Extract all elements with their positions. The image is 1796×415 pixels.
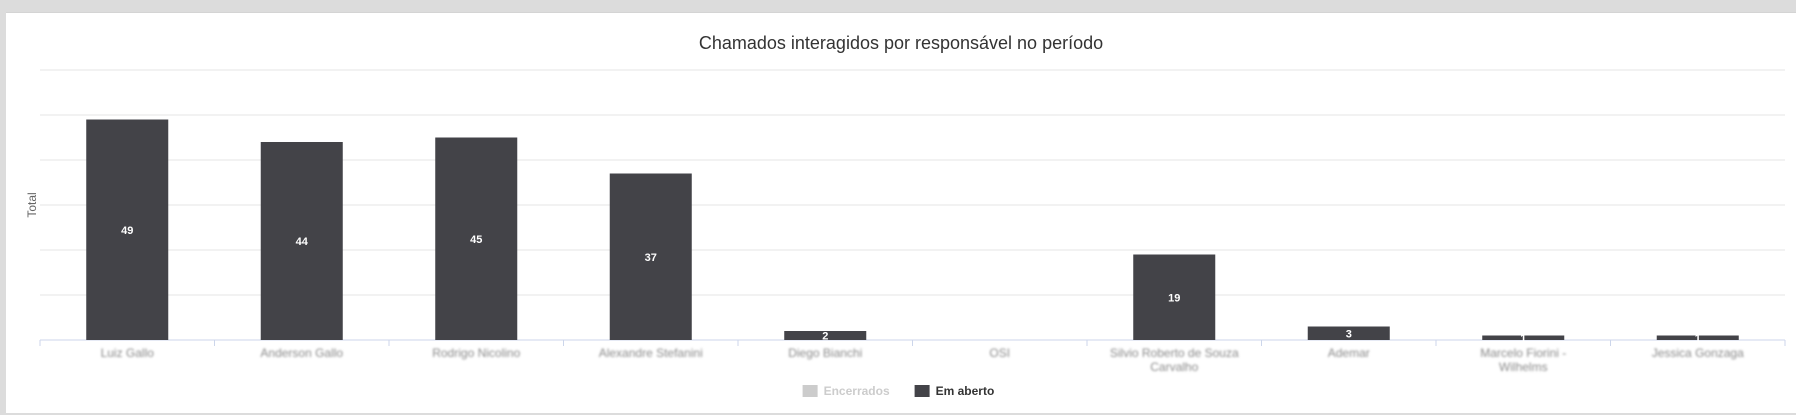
legend-label: Encerrados [824,384,890,398]
data-label: 1 [1520,333,1526,345]
bar-chart: Chamados interagidos por responsável no … [25,33,1786,398]
bar [260,142,343,340]
bar [1133,254,1216,340]
data-label: 49 [121,225,133,237]
x-tick-label: Rodrigo Nicolino [432,346,520,360]
data-label: 2 [822,331,828,343]
data-label: 1 [1695,333,1701,345]
legend-item[interactable]: Encerrados [802,384,890,398]
legend-item[interactable]: Em aberto [914,384,995,398]
legend-label: Em aberto [936,384,995,398]
x-tick-label: Alexandre Stefanini [599,346,703,360]
data-label: 19 [1168,292,1180,304]
y-axis-label: Total [25,192,39,217]
bar [435,137,518,340]
chart-panel: Chamados interagidos por responsável no … [6,12,1796,413]
data-label: 45 [470,234,482,246]
data-labels: 49 44 45 37 2 19 3 1 1 [121,225,1701,345]
x-tick-label: Jessica Gonzaga [1652,346,1744,360]
bar [1307,326,1390,340]
chart-title: Chamados interagidos por responsável no … [699,33,1103,53]
data-label: 44 [296,236,309,248]
x-axis: Luiz Gallo Anderson Gallo Rodrigo Nicolino… [39,340,1786,374]
x-tick-label: Diego Bianchi [788,346,862,360]
x-tick-label: Marcelo Fiorini -Wilhelms [1480,346,1566,374]
x-tick-label: Anderson Gallo [260,346,343,360]
bar [1656,335,1739,340]
data-label: 37 [645,252,657,264]
bars [86,119,1739,340]
data-label: 3 [1346,328,1352,340]
x-tick-label: Ademar [1328,346,1370,360]
bar [1482,335,1565,340]
x-tick-label: Silvio Roberto de Souza Carvalho [1110,346,1239,374]
legend-swatch [914,385,930,397]
bar [86,119,169,340]
x-tick-label: Luiz Gallo [101,346,155,360]
legend: Encerrados Em aberto [802,384,995,398]
bar [784,331,867,340]
x-tick-label: OSI [989,346,1010,360]
legend-swatch [802,385,818,397]
bar [609,173,692,340]
